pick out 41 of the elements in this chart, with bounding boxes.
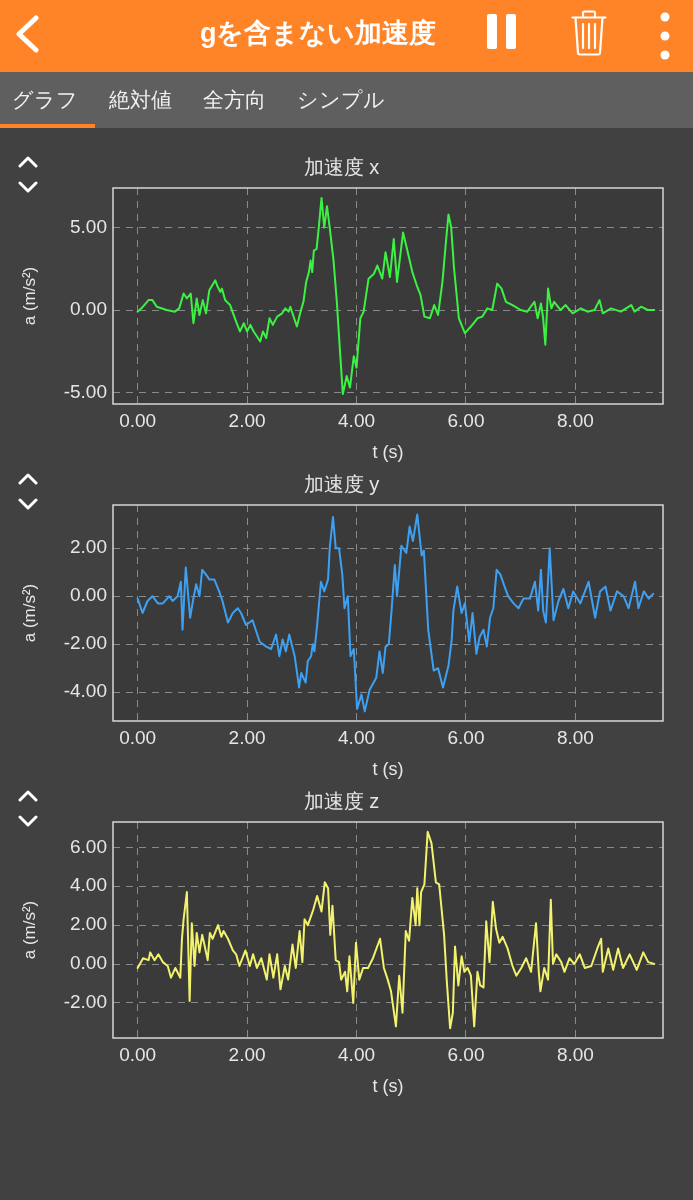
x-tick-label: 8.00 <box>556 1043 594 1065</box>
y-tick-label: 2.00 <box>70 536 107 558</box>
x-tick-label: 2.00 <box>228 1043 266 1065</box>
chart-title: 加速度 y <box>303 472 380 495</box>
x-tick-label: 6.00 <box>447 726 485 748</box>
x-tick-label: 8.00 <box>556 409 594 431</box>
x-tick-label: 2.00 <box>228 409 266 431</box>
y-axis-title: a (m/s²) <box>19 583 39 643</box>
text: 全方向 <box>203 87 266 113</box>
x-tick-label: 0.00 <box>119 1043 157 1065</box>
x-tick-label: 8.00 <box>556 726 594 748</box>
x-tick-label: 4.00 <box>338 1043 376 1065</box>
x-tick-label: 6.00 <box>447 1043 485 1065</box>
x-axis-title: t (s) <box>372 1076 404 1097</box>
chart-title: 加速度 x <box>303 155 380 178</box>
text: gを含まない加速度 <box>200 17 437 50</box>
x-tick-label: 2.00 <box>228 726 266 748</box>
y-tick-label: 2.00 <box>70 913 107 935</box>
text: シンプル <box>297 87 385 113</box>
x-axis-title: t (s) <box>372 759 404 780</box>
y-axis-title: a (m/s²) <box>19 900 39 960</box>
y-tick-label: 6.00 <box>70 835 107 857</box>
x-tick-label: 4.00 <box>338 726 376 748</box>
chart-title: 加速度 z <box>303 789 380 812</box>
x-axis-title: t (s) <box>372 442 404 463</box>
y-tick-label: 0.00 <box>70 952 107 974</box>
x-tick-label: 4.00 <box>338 409 376 431</box>
y-tick-label: -5.00 <box>63 380 107 402</box>
x-tick-label: 6.00 <box>447 409 485 431</box>
y-tick-label: -2.00 <box>63 991 107 1013</box>
text: グラフ <box>12 87 78 113</box>
text: 絶対値 <box>109 87 172 113</box>
x-tick-label: 0.00 <box>119 409 157 431</box>
y-tick-label: 5.00 <box>70 215 107 237</box>
y-tick-label: -4.00 <box>63 680 107 702</box>
y-axis-title: a (m/s²) <box>19 266 39 326</box>
x-tick-label: 0.00 <box>119 726 157 748</box>
y-tick-label: 4.00 <box>70 874 107 896</box>
y-tick-label: -2.00 <box>63 632 107 654</box>
y-tick-label: 0.00 <box>70 298 107 320</box>
y-tick-label: 0.00 <box>70 584 107 606</box>
